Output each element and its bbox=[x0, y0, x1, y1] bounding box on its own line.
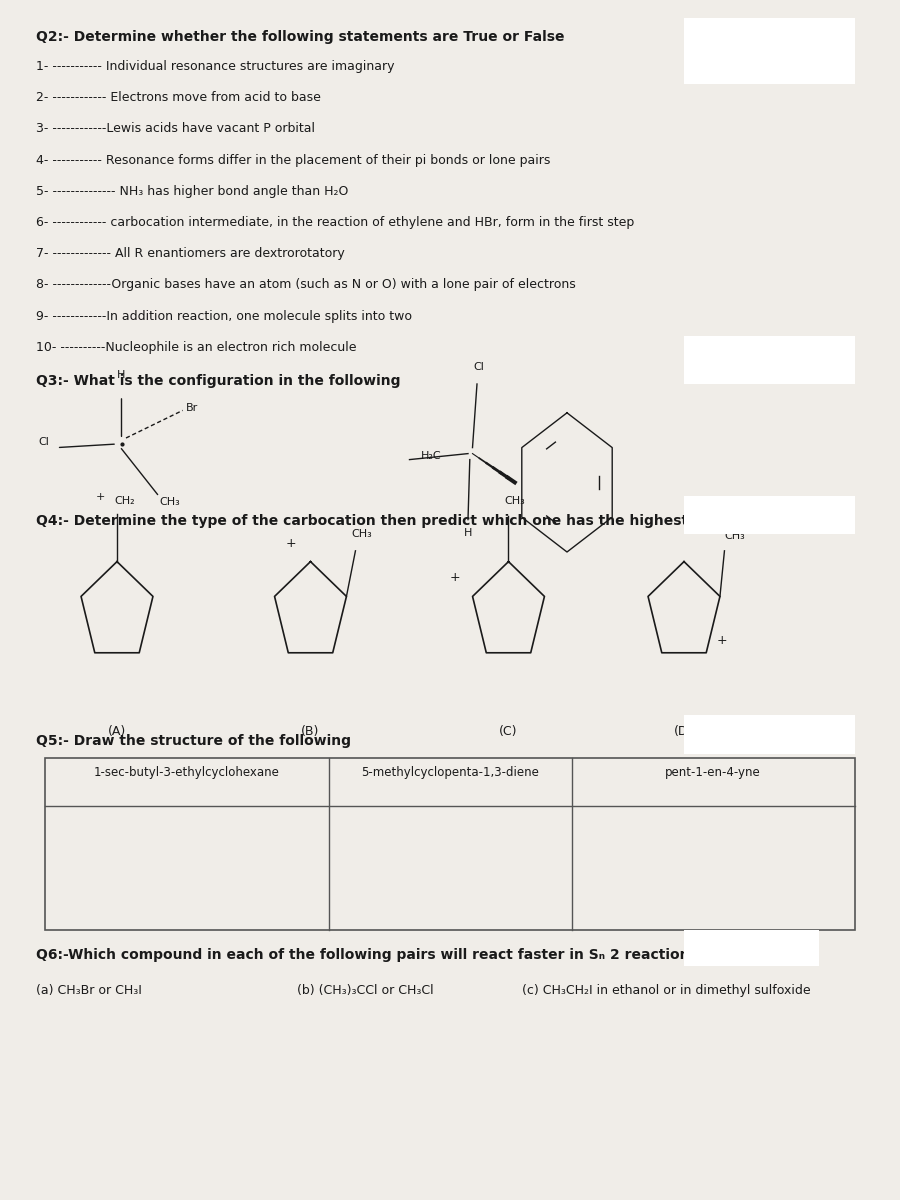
Text: 5-methylcyclopenta-1,3-diene: 5-methylcyclopenta-1,3-diene bbox=[361, 766, 539, 779]
Text: 7- ------------- All R enantiomers are dextrorotatory: 7- ------------- All R enantiomers are d… bbox=[36, 247, 345, 260]
Text: Q2:- Determine whether the following statements are True or False: Q2:- Determine whether the following sta… bbox=[36, 30, 564, 44]
Text: CH₃: CH₃ bbox=[159, 497, 180, 506]
Text: 1- ----------- Individual resonance structures are imaginary: 1- ----------- Individual resonance stru… bbox=[36, 60, 394, 73]
Text: CH₃: CH₃ bbox=[724, 532, 745, 541]
Bar bbox=[684, 715, 855, 754]
Text: +: + bbox=[96, 492, 105, 502]
Text: 9- ------------In addition reaction, one molecule splits into two: 9- ------------In addition reaction, one… bbox=[36, 310, 412, 323]
Text: Br: Br bbox=[186, 403, 199, 413]
Text: 8- -------------Organic bases have an atom (such as N or O) with a lone pair of : 8- -------------Organic bases have an at… bbox=[36, 278, 576, 292]
Text: CH₃: CH₃ bbox=[504, 497, 525, 506]
Text: Cl: Cl bbox=[473, 362, 484, 372]
Text: Q3:- What is the configuration in the following: Q3:- What is the configuration in the fo… bbox=[36, 374, 400, 389]
Bar bbox=[684, 930, 819, 966]
Text: H: H bbox=[117, 371, 126, 380]
Text: pent-1-en-4-yne: pent-1-en-4-yne bbox=[665, 766, 761, 779]
Text: +: + bbox=[285, 536, 296, 550]
Text: Q5:- Draw the structure of the following: Q5:- Draw the structure of the following bbox=[36, 734, 351, 749]
Bar bbox=[45, 758, 855, 930]
Text: +: + bbox=[717, 634, 728, 647]
Text: +: + bbox=[449, 571, 460, 584]
Text: 4- ----------- Resonance forms differ in the placement of their pi bonds or lone: 4- ----------- Resonance forms differ in… bbox=[36, 154, 551, 167]
Text: (D): (D) bbox=[674, 725, 694, 738]
Text: CH₂: CH₂ bbox=[114, 497, 135, 506]
Text: (a) CH₃Br or CH₃I: (a) CH₃Br or CH₃I bbox=[36, 984, 142, 997]
Bar bbox=[684, 336, 855, 384]
Text: Q4:- Determine the type of the carbocation then predict which one has the highes: Q4:- Determine the type of the carbocati… bbox=[36, 514, 762, 528]
Text: 3- ------------Lewis acids have vacant P orbital: 3- ------------Lewis acids have vacant P… bbox=[36, 122, 315, 136]
Text: (B): (B) bbox=[302, 725, 319, 738]
Text: H: H bbox=[464, 528, 472, 538]
Text: 1-sec-butyl-3-ethylcyclohexane: 1-sec-butyl-3-ethylcyclohexane bbox=[94, 766, 280, 779]
Text: 5- -------------- NH₃ has higher bond angle than H₂O: 5- -------------- NH₃ has higher bond an… bbox=[36, 185, 348, 198]
Text: (C): (C) bbox=[500, 725, 518, 738]
Text: CH₃: CH₃ bbox=[351, 529, 372, 539]
Text: 6- ------------ carbocation intermediate, in the reaction of ethylene and HBr, f: 6- ------------ carbocation intermediate… bbox=[36, 216, 634, 229]
Text: H₂C: H₂C bbox=[420, 451, 441, 461]
Text: (A): (A) bbox=[108, 725, 126, 738]
Bar bbox=[684, 496, 855, 534]
Text: 2- ------------ Electrons move from acid to base: 2- ------------ Electrons move from acid… bbox=[36, 91, 321, 104]
Text: 10- ----------Nucleophile is an electron rich molecule: 10- ----------Nucleophile is an electron… bbox=[36, 341, 356, 354]
Bar bbox=[684, 18, 855, 84]
Text: (b) (CH₃)₃CCl or CH₃Cl: (b) (CH₃)₃CCl or CH₃Cl bbox=[297, 984, 434, 997]
Text: (c) CH₃CH₂I in ethanol or in dimethyl sulfoxide: (c) CH₃CH₂I in ethanol or in dimethyl su… bbox=[522, 984, 811, 997]
Text: Cl: Cl bbox=[39, 437, 50, 446]
Text: Q6:-Which compound in each of the following pairs will react faster in Sₙ 2 reac: Q6:-Which compound in each of the follow… bbox=[36, 948, 772, 962]
